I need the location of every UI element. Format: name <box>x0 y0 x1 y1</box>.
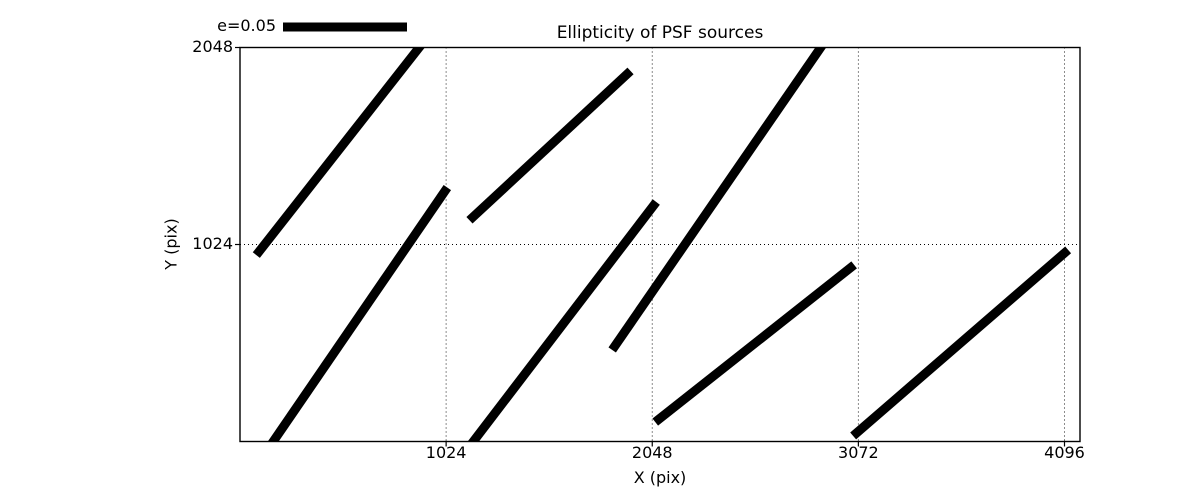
whisker-segment <box>652 261 857 426</box>
whisker-segment <box>252 47 425 258</box>
whisker-segment <box>466 67 634 224</box>
x-tick-label: 2048 <box>631 443 673 462</box>
x-tick-label: 3072 <box>838 443 879 462</box>
whisker-segment <box>467 199 660 442</box>
y-tick-label: 1024 <box>192 234 233 253</box>
whisker-segment <box>267 185 452 442</box>
chart-title: Ellipticity of PSF sources <box>556 23 764 43</box>
x-axis-label: X (pix) <box>633 468 687 487</box>
x-tick-label: 4096 <box>1044 443 1085 462</box>
y-tick-label: 2048 <box>192 37 233 56</box>
whisker-group <box>252 47 1072 442</box>
whisker-segment <box>850 246 1072 440</box>
whisker-segment <box>608 47 827 353</box>
legend-label: e=0.05 <box>217 16 276 35</box>
x-tick-label: 1024 <box>425 443 467 462</box>
